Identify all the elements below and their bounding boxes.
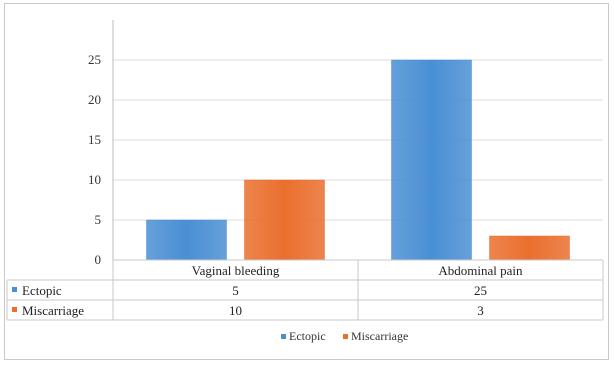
gridlines	[113, 59, 603, 221]
y-axis: 0 5 10 15 20 25	[88, 20, 114, 267]
legend-swatch-miscarriage	[343, 334, 348, 339]
table-value: 25	[474, 283, 487, 298]
bar-chart: 0 5 10 15 20 25 Vaginal bleeding Abdominal pai…	[6, 20, 604, 343]
y-tick-label: 20	[88, 92, 101, 107]
table-value: 5	[232, 283, 239, 298]
legend-label-ectopic: Ectopic	[289, 329, 326, 343]
bar-miscarriage-2	[489, 235, 570, 261]
y-tick-label: 10	[88, 172, 101, 187]
bar-ectopic-2	[391, 59, 472, 261]
table-value: 10	[229, 303, 242, 318]
legend-key-miscarriage	[12, 307, 17, 312]
bars	[146, 59, 570, 261]
bar-ectopic-1	[146, 219, 227, 261]
chart-frame: 0 5 10 15 20 25 Vaginal bleeding Abdominal pai…	[4, 3, 609, 360]
table-value: 3	[477, 303, 484, 318]
legend-label-miscarriage: Miscarriage	[351, 329, 408, 343]
legend-key-ectopic	[12, 287, 17, 292]
y-tick-label: 5	[95, 212, 102, 227]
legend-swatch-ectopic	[281, 334, 286, 339]
bar-miscarriage-1	[244, 179, 325, 261]
category-label: Vaginal bleeding	[192, 263, 280, 278]
data-table: Vaginal bleeding Abdominal pain Ectopic 5 25…	[6, 259, 604, 321]
y-tick-label: 0	[95, 252, 102, 267]
category-label: Abdominal pain	[438, 263, 523, 278]
legend: Ectopic Miscarriage	[281, 329, 408, 343]
y-tick-label: 25	[88, 52, 101, 67]
table-series-name: Ectopic	[22, 283, 62, 298]
table-series-name: Miscarriage	[22, 303, 84, 318]
y-tick-label: 15	[88, 132, 101, 147]
